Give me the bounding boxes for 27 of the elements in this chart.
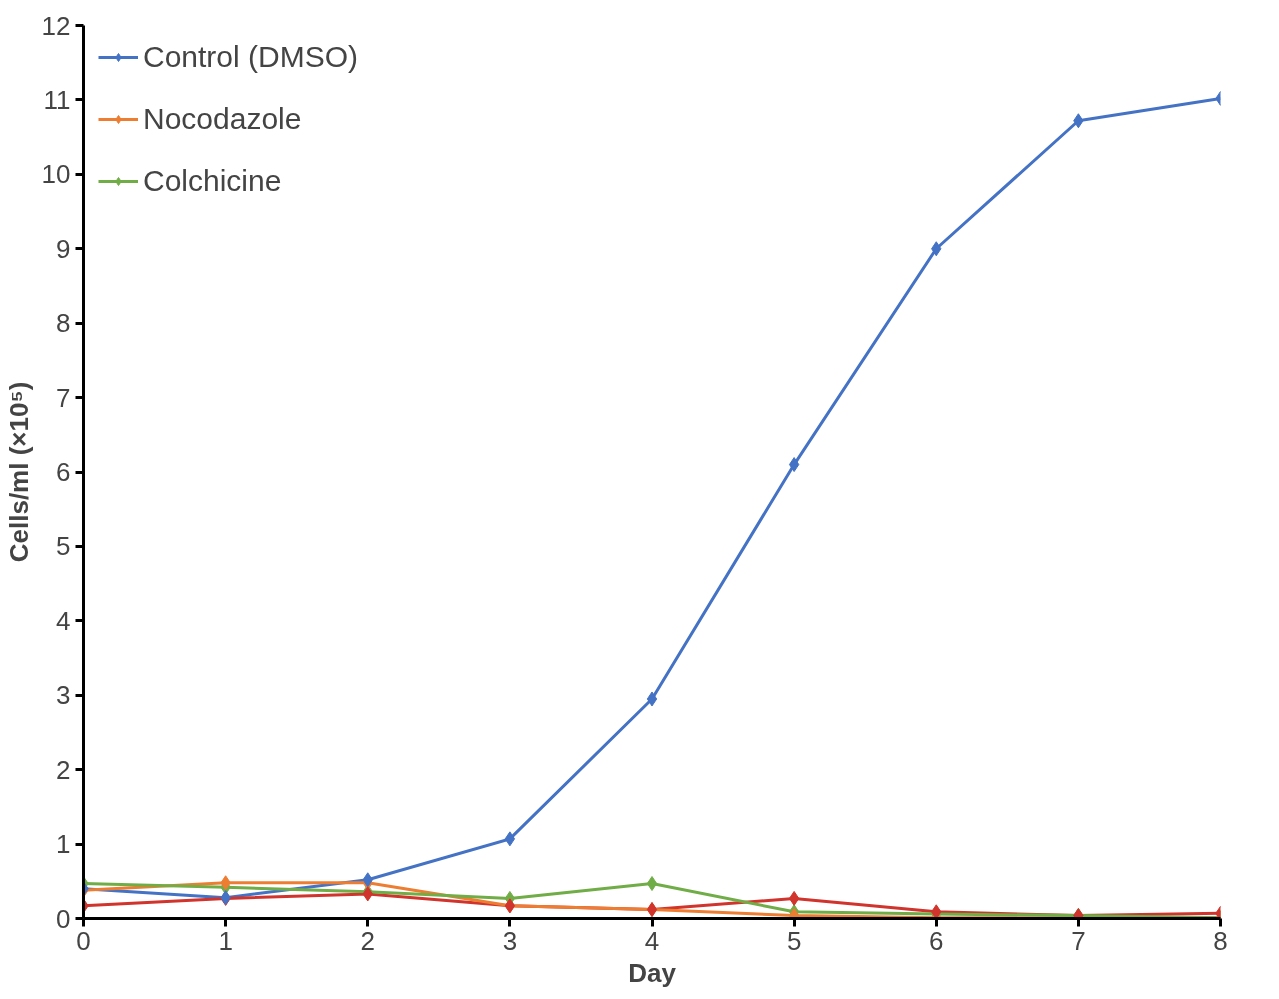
x-tick-label: 1 [218,925,233,956]
y-tick-label: 7 [56,382,71,413]
legend-label: Nocodazole [143,102,302,136]
y-tick-label: 0 [56,903,71,934]
y-tick-label: 4 [56,605,71,636]
x-tick-label: 6 [929,925,944,956]
x-tick-label: 4 [644,925,660,956]
y-tick-label: 8 [56,308,71,339]
x-tick-label: 0 [76,925,91,956]
legend-label: Control (DMSO) [143,40,359,74]
y-tick-label: 10 [41,159,71,190]
x-tick-label: 2 [360,925,375,956]
x-tick-label: 7 [1071,925,1086,956]
y-tick-label: 12 [41,10,71,41]
y-tick-label: 11 [43,84,71,115]
y-tick-label: 1 [56,829,71,860]
y-tick-label: 6 [56,457,71,487]
legend-label: Colchicine [143,164,282,198]
x-tick-label: 8 [1213,925,1228,956]
x-tick-label: 3 [502,925,518,956]
x-tick-label: 5 [786,925,802,956]
x-axis-title: Day [628,957,677,988]
y-axis-title: Cells/ml (×10⁵) [3,381,34,563]
y-tick-label: 2 [56,754,71,785]
y-tick-label: 3 [56,680,71,711]
y-tick-label: 9 [56,233,71,264]
y-tick-label: 5 [56,531,71,562]
